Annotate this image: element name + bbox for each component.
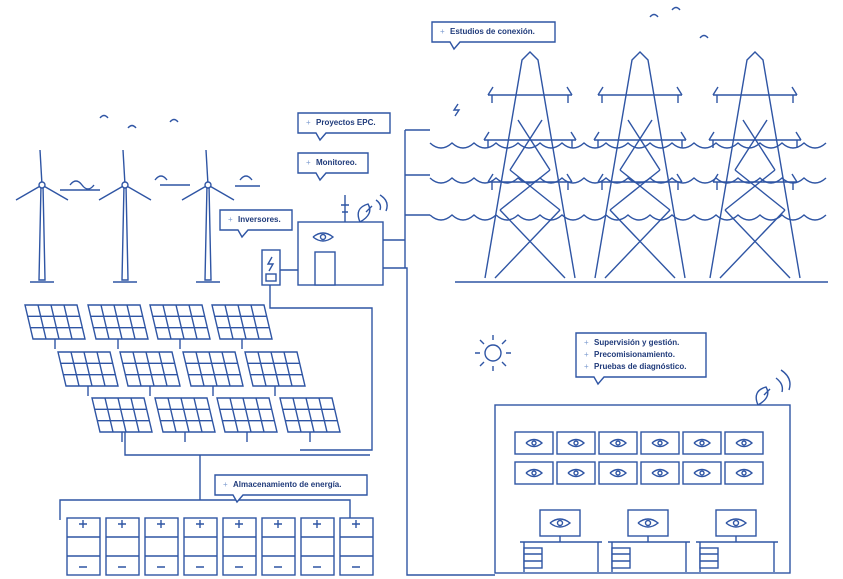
spark <box>454 104 459 116</box>
monitor <box>641 432 679 454</box>
workstation-monitor <box>716 510 756 536</box>
drawers <box>524 548 542 568</box>
callout-text: Almacenamiento de energía. <box>233 480 341 489</box>
wires <box>60 425 370 520</box>
crossarm <box>709 132 801 148</box>
turbine-tower <box>122 185 128 280</box>
sun-rays <box>475 335 511 371</box>
callout-text: Supervisión y gestión. <box>594 338 679 347</box>
door <box>315 252 335 285</box>
drawers <box>612 548 630 568</box>
monitor <box>515 462 553 484</box>
turbine-tower <box>39 185 45 280</box>
antenna <box>341 195 349 222</box>
callout-text: Precomisionamiento. <box>594 350 675 359</box>
pylon <box>485 52 575 278</box>
monitor <box>725 432 763 454</box>
pylon-bracing <box>495 120 565 278</box>
dish <box>358 195 387 222</box>
turbine-hub <box>205 182 211 188</box>
pylon-bracing <box>605 120 675 278</box>
monitor <box>557 432 595 454</box>
monitor <box>641 462 679 484</box>
crossarm <box>484 132 576 148</box>
cable <box>430 143 826 148</box>
pylon <box>710 52 800 278</box>
monitor <box>557 462 595 484</box>
callout-bullet: + <box>306 158 311 167</box>
callout-bullet: + <box>584 350 589 359</box>
monitor <box>725 462 763 484</box>
callout-text: Proyectos EPC. <box>316 118 376 127</box>
drawers <box>700 548 718 568</box>
callout-bullet: + <box>584 362 589 371</box>
wires <box>383 130 430 268</box>
callout-bullet: + <box>584 338 589 347</box>
callout-text: Pruebas de diagnóstico. <box>594 362 686 371</box>
callout-bullet: + <box>306 118 311 127</box>
callout-bullet: + <box>228 215 233 224</box>
illustration: + Estudios de conexión. + Proyectos EPC. + Mo… <box>0 0 843 579</box>
crossarm <box>598 87 682 103</box>
pylon-bracing <box>720 120 790 278</box>
birds <box>100 8 708 129</box>
monitor <box>683 432 721 454</box>
turbine-blades <box>16 150 68 200</box>
inverter-display <box>266 274 276 281</box>
callout-text: Monitoreo. <box>316 158 357 167</box>
monitor <box>599 462 637 484</box>
callout-bullet: + <box>440 27 445 36</box>
control-building <box>298 222 383 285</box>
turbine-tower <box>205 185 211 280</box>
monitor <box>515 432 553 454</box>
turbine-blades <box>99 150 151 200</box>
wind-swirls <box>60 176 260 190</box>
crossarm <box>713 87 797 103</box>
callout-text: Estudios de conexión. <box>450 27 535 36</box>
crossarm <box>488 87 572 103</box>
dish <box>756 370 790 405</box>
monitor <box>599 432 637 454</box>
sun <box>485 345 501 361</box>
workstation-monitor <box>540 510 580 536</box>
callout-text: Inversores. <box>238 215 281 224</box>
wires <box>383 268 495 575</box>
callout-bullet: + <box>223 480 228 489</box>
turbine-blades <box>182 150 234 200</box>
monitor <box>683 462 721 484</box>
cable <box>430 215 826 220</box>
pylon <box>595 52 685 278</box>
turbine-hub <box>39 182 45 188</box>
turbine-hub <box>122 182 128 188</box>
crossarm <box>594 132 686 148</box>
workstation-monitor <box>628 510 668 536</box>
